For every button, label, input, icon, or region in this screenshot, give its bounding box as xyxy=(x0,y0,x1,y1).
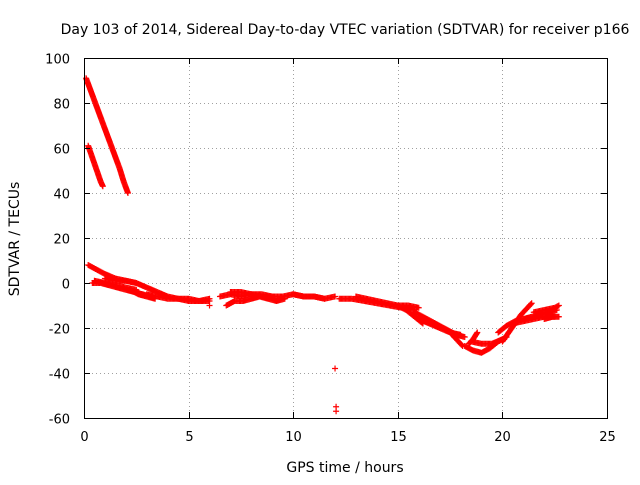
data-point xyxy=(528,300,535,307)
grid-layer xyxy=(84,58,607,418)
data-point xyxy=(458,342,465,349)
y-tick-label: -60 xyxy=(49,413,70,428)
y-tick-label: 40 xyxy=(53,188,70,203)
data-point xyxy=(206,295,213,302)
ticks-layer xyxy=(84,58,608,419)
data-point xyxy=(124,190,131,196)
data-point xyxy=(333,408,340,415)
y-tick-label: -20 xyxy=(49,323,70,338)
y-tick-label: 0 xyxy=(62,278,70,293)
x-tick-label: 10 xyxy=(285,430,302,445)
data-point xyxy=(133,280,140,286)
y-tick-label: -40 xyxy=(49,368,70,383)
y-axis-label: SDTVAR / TECUs xyxy=(7,182,23,297)
y-tick-label: 80 xyxy=(53,98,70,113)
x-tick-label: 0 xyxy=(80,430,88,445)
data-point xyxy=(321,295,328,302)
data-point xyxy=(555,302,562,309)
data-point xyxy=(555,313,562,320)
data-point xyxy=(527,301,534,307)
x-tick-label: 25 xyxy=(599,430,616,445)
data-point xyxy=(415,304,422,311)
y-tick-label: 20 xyxy=(53,233,70,248)
tick-labels-layer: 0 5 10 15 20 25 -60 -40 -20 0 20 40 60 80 100 xyxy=(45,53,616,446)
y-tick-label: 100 xyxy=(45,53,70,68)
data-point xyxy=(281,295,288,302)
data-points-layer xyxy=(83,75,562,415)
y-tick-label: 60 xyxy=(53,143,70,158)
data-point xyxy=(99,183,106,190)
x-tick-label: 15 xyxy=(390,430,407,445)
x-axis-label: GPS time / hours xyxy=(286,460,403,476)
data-point xyxy=(457,331,464,338)
x-tick-label: 5 xyxy=(185,430,193,445)
data-point xyxy=(332,293,339,300)
plot-frame xyxy=(84,58,608,419)
data-point xyxy=(461,334,468,340)
data-point xyxy=(474,329,481,336)
data-point xyxy=(206,302,213,309)
x-tick-label: 20 xyxy=(494,430,511,445)
chart-title: Day 103 of 2014, Sidereal Day-to-day VTE… xyxy=(61,22,630,38)
data-point xyxy=(332,365,339,372)
data-point xyxy=(269,293,276,300)
